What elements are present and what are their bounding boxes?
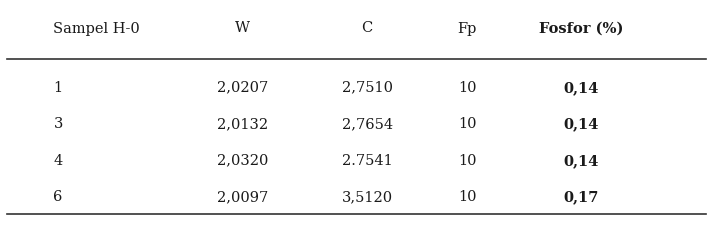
Text: 10: 10 [458, 117, 476, 131]
Text: 0,14: 0,14 [563, 117, 599, 131]
Text: 6: 6 [53, 189, 63, 203]
Text: 2,7654: 2,7654 [342, 117, 393, 131]
Text: 2.7541: 2.7541 [342, 153, 393, 167]
Text: 10: 10 [458, 189, 476, 203]
Text: 10: 10 [458, 153, 476, 167]
Text: 2,7510: 2,7510 [342, 80, 393, 94]
Text: Fp: Fp [457, 21, 477, 35]
Text: 0,17: 0,17 [563, 189, 599, 203]
Text: 2,0207: 2,0207 [217, 80, 268, 94]
Text: 3,5120: 3,5120 [342, 189, 393, 203]
Text: 1: 1 [53, 80, 63, 94]
Text: 2,0132: 2,0132 [217, 117, 268, 131]
Text: W: W [235, 21, 250, 35]
Text: 4: 4 [53, 153, 63, 167]
Text: Fosfor (%): Fosfor (%) [539, 21, 623, 35]
Text: 0,14: 0,14 [563, 80, 599, 94]
Text: 2,0097: 2,0097 [217, 189, 268, 203]
Text: Sampel H-0: Sampel H-0 [53, 21, 140, 35]
Text: 2,0320: 2,0320 [217, 153, 268, 167]
Text: 3: 3 [53, 117, 63, 131]
Text: 10: 10 [458, 80, 476, 94]
Text: C: C [361, 21, 373, 35]
Text: 0,14: 0,14 [563, 153, 599, 167]
